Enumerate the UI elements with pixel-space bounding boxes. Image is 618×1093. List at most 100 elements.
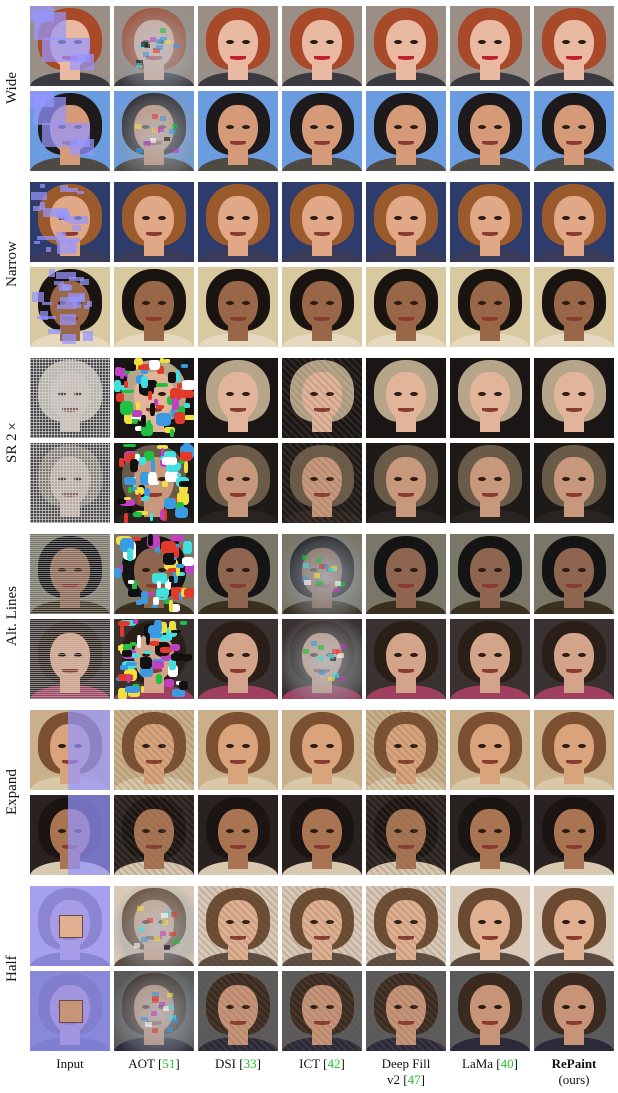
image-row xyxy=(30,710,612,790)
result-image xyxy=(450,534,530,614)
result-image xyxy=(282,443,362,523)
input-image xyxy=(30,6,110,86)
result-image xyxy=(114,358,194,438)
image-row xyxy=(30,267,612,347)
row-group-label: Wide xyxy=(4,6,24,171)
result-image xyxy=(114,710,194,790)
result-image xyxy=(282,182,362,262)
column-label-text: DSI xyxy=(215,1056,239,1071)
result-image xyxy=(198,534,278,614)
column-label-ict: ICT [42] xyxy=(282,1056,362,1088)
result-image xyxy=(114,91,194,171)
input-image xyxy=(30,443,110,523)
input-image xyxy=(30,182,110,262)
row-group-label: SR 2× xyxy=(4,358,24,523)
citation-ref: 33 xyxy=(244,1056,257,1071)
result-image xyxy=(198,91,278,171)
row-group: Expand xyxy=(30,710,612,880)
result-image xyxy=(282,619,362,699)
result-image xyxy=(450,6,530,86)
citation-ref: 40 xyxy=(501,1056,514,1071)
citation-ref: 42 xyxy=(327,1056,340,1071)
result-image xyxy=(366,443,446,523)
input-image xyxy=(30,619,110,699)
result-image xyxy=(282,91,362,171)
column-label-text: RePaint xyxy=(552,1056,597,1071)
result-image xyxy=(534,971,614,1051)
result-image xyxy=(450,619,530,699)
result-image xyxy=(282,6,362,86)
result-image xyxy=(534,267,614,347)
result-image xyxy=(366,358,446,438)
result-image xyxy=(366,182,446,262)
column-label-repaint: RePaint (ours) xyxy=(534,1056,614,1088)
column-label-text: AOT xyxy=(128,1056,158,1071)
input-image xyxy=(30,91,110,171)
result-image xyxy=(198,619,278,699)
result-image xyxy=(366,795,446,875)
result-image xyxy=(534,91,614,171)
image-row xyxy=(30,795,612,875)
result-image xyxy=(282,267,362,347)
result-image xyxy=(534,710,614,790)
result-image xyxy=(366,91,446,171)
image-row xyxy=(30,91,612,171)
result-image xyxy=(198,886,278,966)
column-label-lama: LaMa [40] xyxy=(450,1056,530,1088)
result-image xyxy=(366,619,446,699)
column-label-text: Deep Fill xyxy=(382,1056,431,1071)
result-image xyxy=(282,710,362,790)
row-group: Half xyxy=(30,886,612,1056)
result-image xyxy=(450,358,530,438)
result-image xyxy=(534,795,614,875)
result-image xyxy=(450,182,530,262)
result-image xyxy=(534,358,614,438)
result-image xyxy=(198,6,278,86)
result-image xyxy=(282,534,362,614)
result-image xyxy=(534,534,614,614)
result-image xyxy=(114,795,194,875)
result-image xyxy=(198,267,278,347)
result-image xyxy=(450,886,530,966)
input-image xyxy=(30,358,110,438)
column-label-deepfill: Deep Fill v2 [47] xyxy=(366,1056,446,1088)
result-image xyxy=(450,710,530,790)
column-label-dsi: DSI [33] xyxy=(198,1056,278,1088)
result-image xyxy=(534,619,614,699)
citation-ref: 47 xyxy=(408,1072,421,1087)
image-row xyxy=(30,619,612,699)
column-label-subtext: v2 xyxy=(387,1072,403,1087)
result-image xyxy=(282,358,362,438)
result-image xyxy=(198,443,278,523)
result-image xyxy=(114,619,194,699)
result-image xyxy=(366,6,446,86)
result-image xyxy=(198,358,278,438)
row-group: SR 2× xyxy=(30,358,612,528)
column-label-aot: AOT [51] xyxy=(114,1056,194,1088)
image-row xyxy=(30,534,612,614)
input-image xyxy=(30,795,110,875)
image-row xyxy=(30,886,612,966)
column-label-input: Input xyxy=(30,1056,110,1088)
column-label-text: ICT xyxy=(299,1056,323,1071)
result-image xyxy=(198,971,278,1051)
result-image xyxy=(282,795,362,875)
result-image xyxy=(366,267,446,347)
citation-ref: 51 xyxy=(162,1056,175,1071)
result-image xyxy=(450,91,530,171)
image-row xyxy=(30,971,612,1051)
row-group-label: Expand xyxy=(4,710,24,875)
result-image xyxy=(450,795,530,875)
result-image xyxy=(282,971,362,1051)
result-image xyxy=(366,886,446,966)
result-image xyxy=(198,795,278,875)
column-label-subtext: (ours) xyxy=(558,1072,589,1087)
input-image xyxy=(30,710,110,790)
input-image xyxy=(30,267,110,347)
result-image xyxy=(534,443,614,523)
input-image xyxy=(30,534,110,614)
column-label-text: LaMa xyxy=(462,1056,496,1071)
result-image xyxy=(534,886,614,966)
result-image xyxy=(114,6,194,86)
result-image xyxy=(114,534,194,614)
